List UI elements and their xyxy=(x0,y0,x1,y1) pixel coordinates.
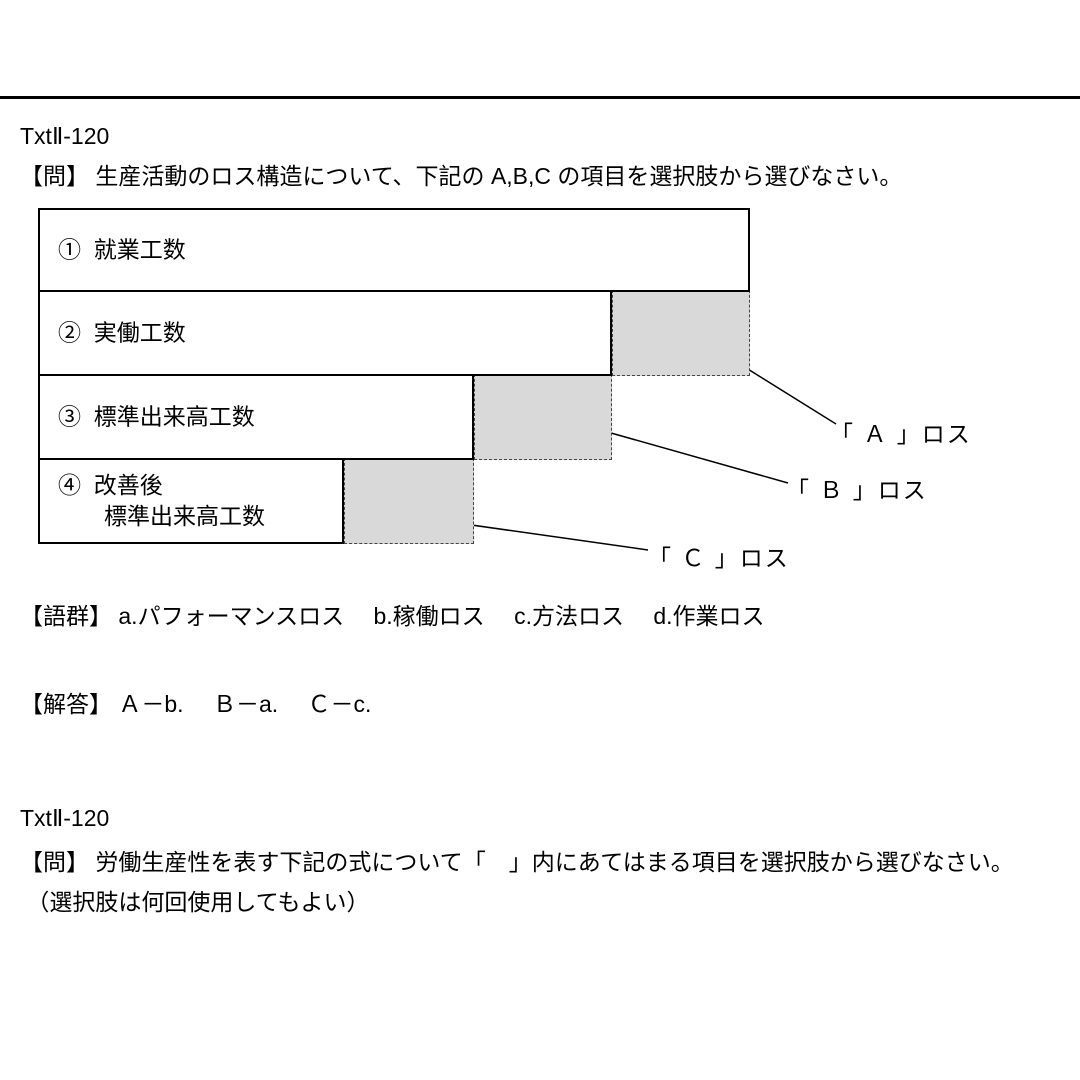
loss-structure-diagram: ① 就業工数 ② 実働工数 ③ 標準出来高工数 ④ 改善後 標準出来高工数 「 Ａ 」ロ… xyxy=(38,208,988,588)
loss-label: 「 Ｃ 」ロス xyxy=(648,540,790,577)
section1-question: 【問】 生産活動のロス構造について、下記の A,B,C の項目を選択肢から選びな… xyxy=(20,158,902,195)
loss-box xyxy=(474,374,612,460)
loss-box xyxy=(612,290,750,376)
bar-label: ④ 改善後 標準出来高工数 xyxy=(58,470,265,532)
section1-choices: 【語群】 a.パフォーマンスロス b.稼働ロス c.方法ロス d.作業ロス xyxy=(20,598,765,635)
section2-question: 【問】 労働生産性を表す下記の式について「 」内にあてはまる項目を選択肢から選び… xyxy=(20,844,1014,881)
section1-id: TxtⅡ-120 xyxy=(20,118,109,155)
bar-row: ④ 改善後 標準出来高工数 xyxy=(38,460,344,544)
horizontal-rule xyxy=(0,96,1080,99)
loss-label: 「 Ａ 」ロス xyxy=(830,416,972,453)
section2-id: TxtⅡ-120 xyxy=(20,800,109,837)
loss-label: 「 Ｂ 」ロス xyxy=(786,472,928,509)
bar-row: ① 就業工数 xyxy=(38,208,750,292)
page: TxtⅡ-120 【問】 生産活動のロス構造について、下記の A,B,C の項目… xyxy=(0,0,1080,1080)
bar-label: ① 就業工数 xyxy=(58,234,186,265)
section1-answer: 【解答】 Ａ－b. Ｂ－a. Ｃ－c. xyxy=(20,686,371,723)
bar-row: ③ 標準出来高工数 xyxy=(38,376,474,460)
bar-label: ③ 標準出来高工数 xyxy=(58,401,255,432)
section2-note: （選択肢は何回使用してもよい） xyxy=(20,884,370,921)
bar-label: ② 実働工数 xyxy=(58,317,186,348)
loss-box xyxy=(344,458,474,544)
bar-row: ② 実働工数 xyxy=(38,292,612,376)
